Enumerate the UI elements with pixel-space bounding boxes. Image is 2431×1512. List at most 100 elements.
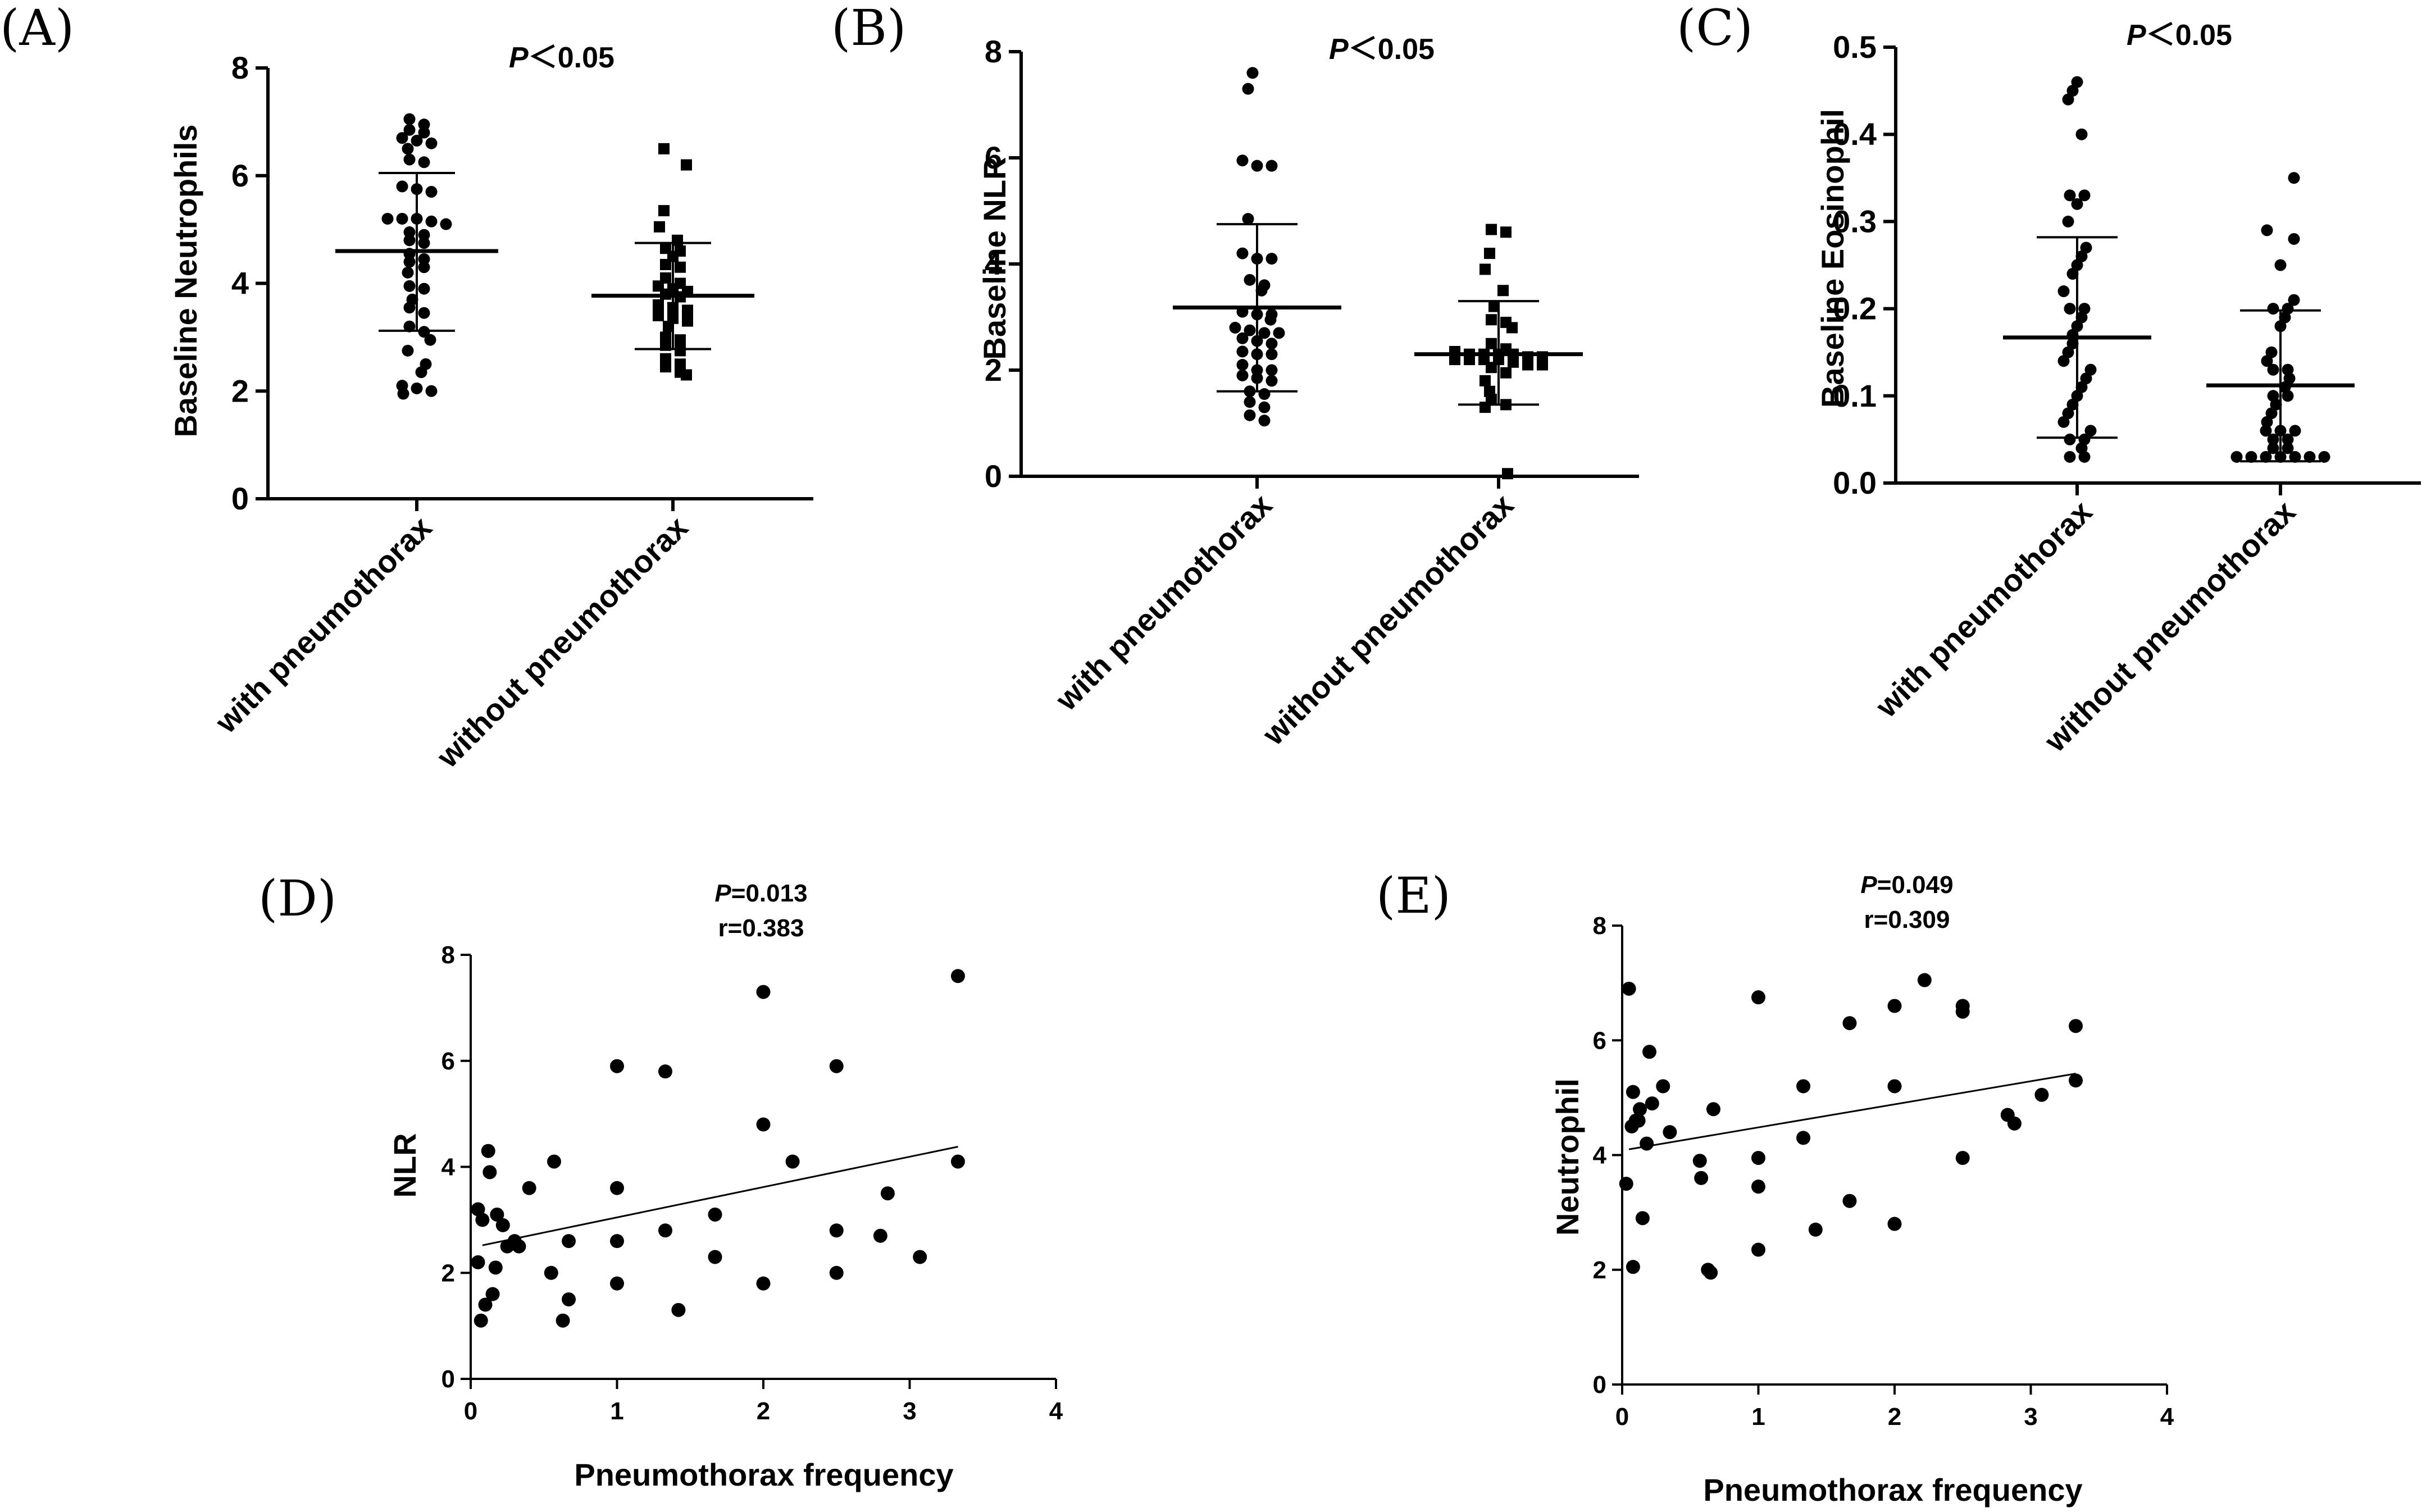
y-axis-label: NLR — [387, 1133, 422, 1197]
data-point — [1236, 247, 1249, 259]
y-tick-label: 2 — [1593, 1256, 1606, 1284]
data-point-square — [1486, 224, 1497, 235]
data-point — [1842, 1194, 1857, 1208]
data-point-square — [663, 321, 674, 333]
data-point — [1258, 401, 1271, 413]
x-tick-label: 4 — [1049, 1397, 1063, 1425]
data-point — [425, 385, 438, 397]
data-point — [2066, 268, 2079, 280]
data-point-square — [658, 143, 670, 154]
p-symbol: P — [714, 880, 731, 907]
p-threshold: ＜0.05 — [529, 42, 614, 74]
y-tick-label: 0.5 — [1833, 29, 1877, 65]
data-point — [403, 226, 416, 238]
data-point-square — [1502, 468, 1513, 480]
data-point — [1626, 1085, 1640, 1099]
y-tick-label: 0 — [985, 458, 1002, 494]
data-point — [950, 1154, 965, 1169]
data-point-square — [675, 345, 686, 357]
data-point — [1751, 1179, 1765, 1194]
data-point — [1955, 999, 1970, 1013]
category-label: with pneumothorax — [208, 509, 438, 740]
data-point — [403, 320, 416, 333]
data-point — [2282, 442, 2294, 454]
y-tick-label: 0 — [231, 481, 249, 516]
data-point — [2261, 416, 2273, 428]
data-point — [2066, 338, 2079, 350]
r-value-annotation: r=0.309 — [1864, 906, 1950, 933]
p-value-annotation: P=0.049 — [1860, 871, 1953, 899]
data-point — [1258, 388, 1271, 400]
data-point — [418, 119, 430, 131]
data-point — [2062, 93, 2074, 106]
data-point — [2069, 1019, 2083, 1033]
data-point-square — [1508, 356, 1519, 368]
data-point — [2062, 215, 2074, 227]
data-point — [1622, 981, 1636, 996]
data-point — [481, 1144, 495, 1158]
data-point — [708, 1250, 722, 1264]
p-symbol: P — [2127, 19, 2146, 52]
x-tick-label: 4 — [2160, 1403, 2174, 1431]
data-point-square — [653, 299, 664, 311]
y-tick-label: 0 — [1593, 1371, 1606, 1399]
x-tick-label: 2 — [757, 1397, 770, 1425]
data-point — [495, 1218, 510, 1232]
data-point — [418, 261, 430, 274]
data-point — [1236, 369, 1249, 381]
p-value: =0.049 — [1877, 871, 1954, 899]
x-tick-label: 3 — [903, 1397, 916, 1425]
data-point — [2274, 259, 2287, 271]
data-point — [1264, 313, 1277, 326]
category-label: with pneumothorax — [1868, 494, 2098, 724]
data-point — [1645, 1096, 1659, 1111]
data-point — [1244, 409, 1256, 421]
y-tick-label: 6 — [985, 140, 1002, 175]
data-point — [2265, 407, 2278, 420]
category-label: without pneumothorax — [429, 509, 694, 775]
data-point-square — [1486, 362, 1497, 374]
data-point — [396, 180, 408, 193]
data-point — [2261, 355, 2273, 367]
data-point — [402, 266, 414, 279]
data-point — [1265, 338, 1278, 350]
data-point — [2283, 372, 2296, 385]
data-point-square — [654, 221, 665, 233]
data-point — [1265, 364, 1278, 376]
data-point — [2064, 450, 2076, 463]
y-tick-label: 6 — [231, 158, 249, 193]
data-point — [1265, 375, 1278, 387]
data-point — [403, 124, 416, 136]
data-point — [1619, 1177, 1633, 1191]
data-point — [2230, 450, 2243, 463]
data-point — [1255, 284, 1268, 297]
data-point — [396, 212, 408, 225]
data-point — [1265, 160, 1278, 172]
data-point — [829, 1059, 844, 1073]
data-point — [1704, 1265, 1718, 1280]
y-tick-label: 8 — [1593, 912, 1606, 940]
data-point — [610, 1276, 624, 1291]
data-point — [1236, 332, 1249, 344]
data-point — [2261, 224, 2273, 236]
data-point — [2075, 250, 2088, 262]
data-point — [2267, 442, 2279, 454]
p-threshold: ＜0.05 — [2146, 19, 2232, 52]
data-point — [1642, 1045, 1656, 1059]
data-point — [544, 1265, 558, 1280]
data-point — [403, 302, 416, 314]
data-point — [2260, 450, 2272, 463]
data-point — [2267, 363, 2279, 376]
y-tick-label: 6 — [1593, 1027, 1606, 1054]
data-point — [2288, 172, 2300, 184]
data-point-square — [1464, 354, 1475, 366]
data-point — [403, 234, 416, 247]
data-point-square — [660, 258, 671, 270]
data-point — [425, 215, 438, 227]
data-point-square — [1479, 263, 1491, 275]
data-point — [1244, 324, 1256, 336]
data-point — [2071, 198, 2083, 210]
data-point — [1236, 359, 1249, 371]
data-point — [474, 1313, 488, 1328]
